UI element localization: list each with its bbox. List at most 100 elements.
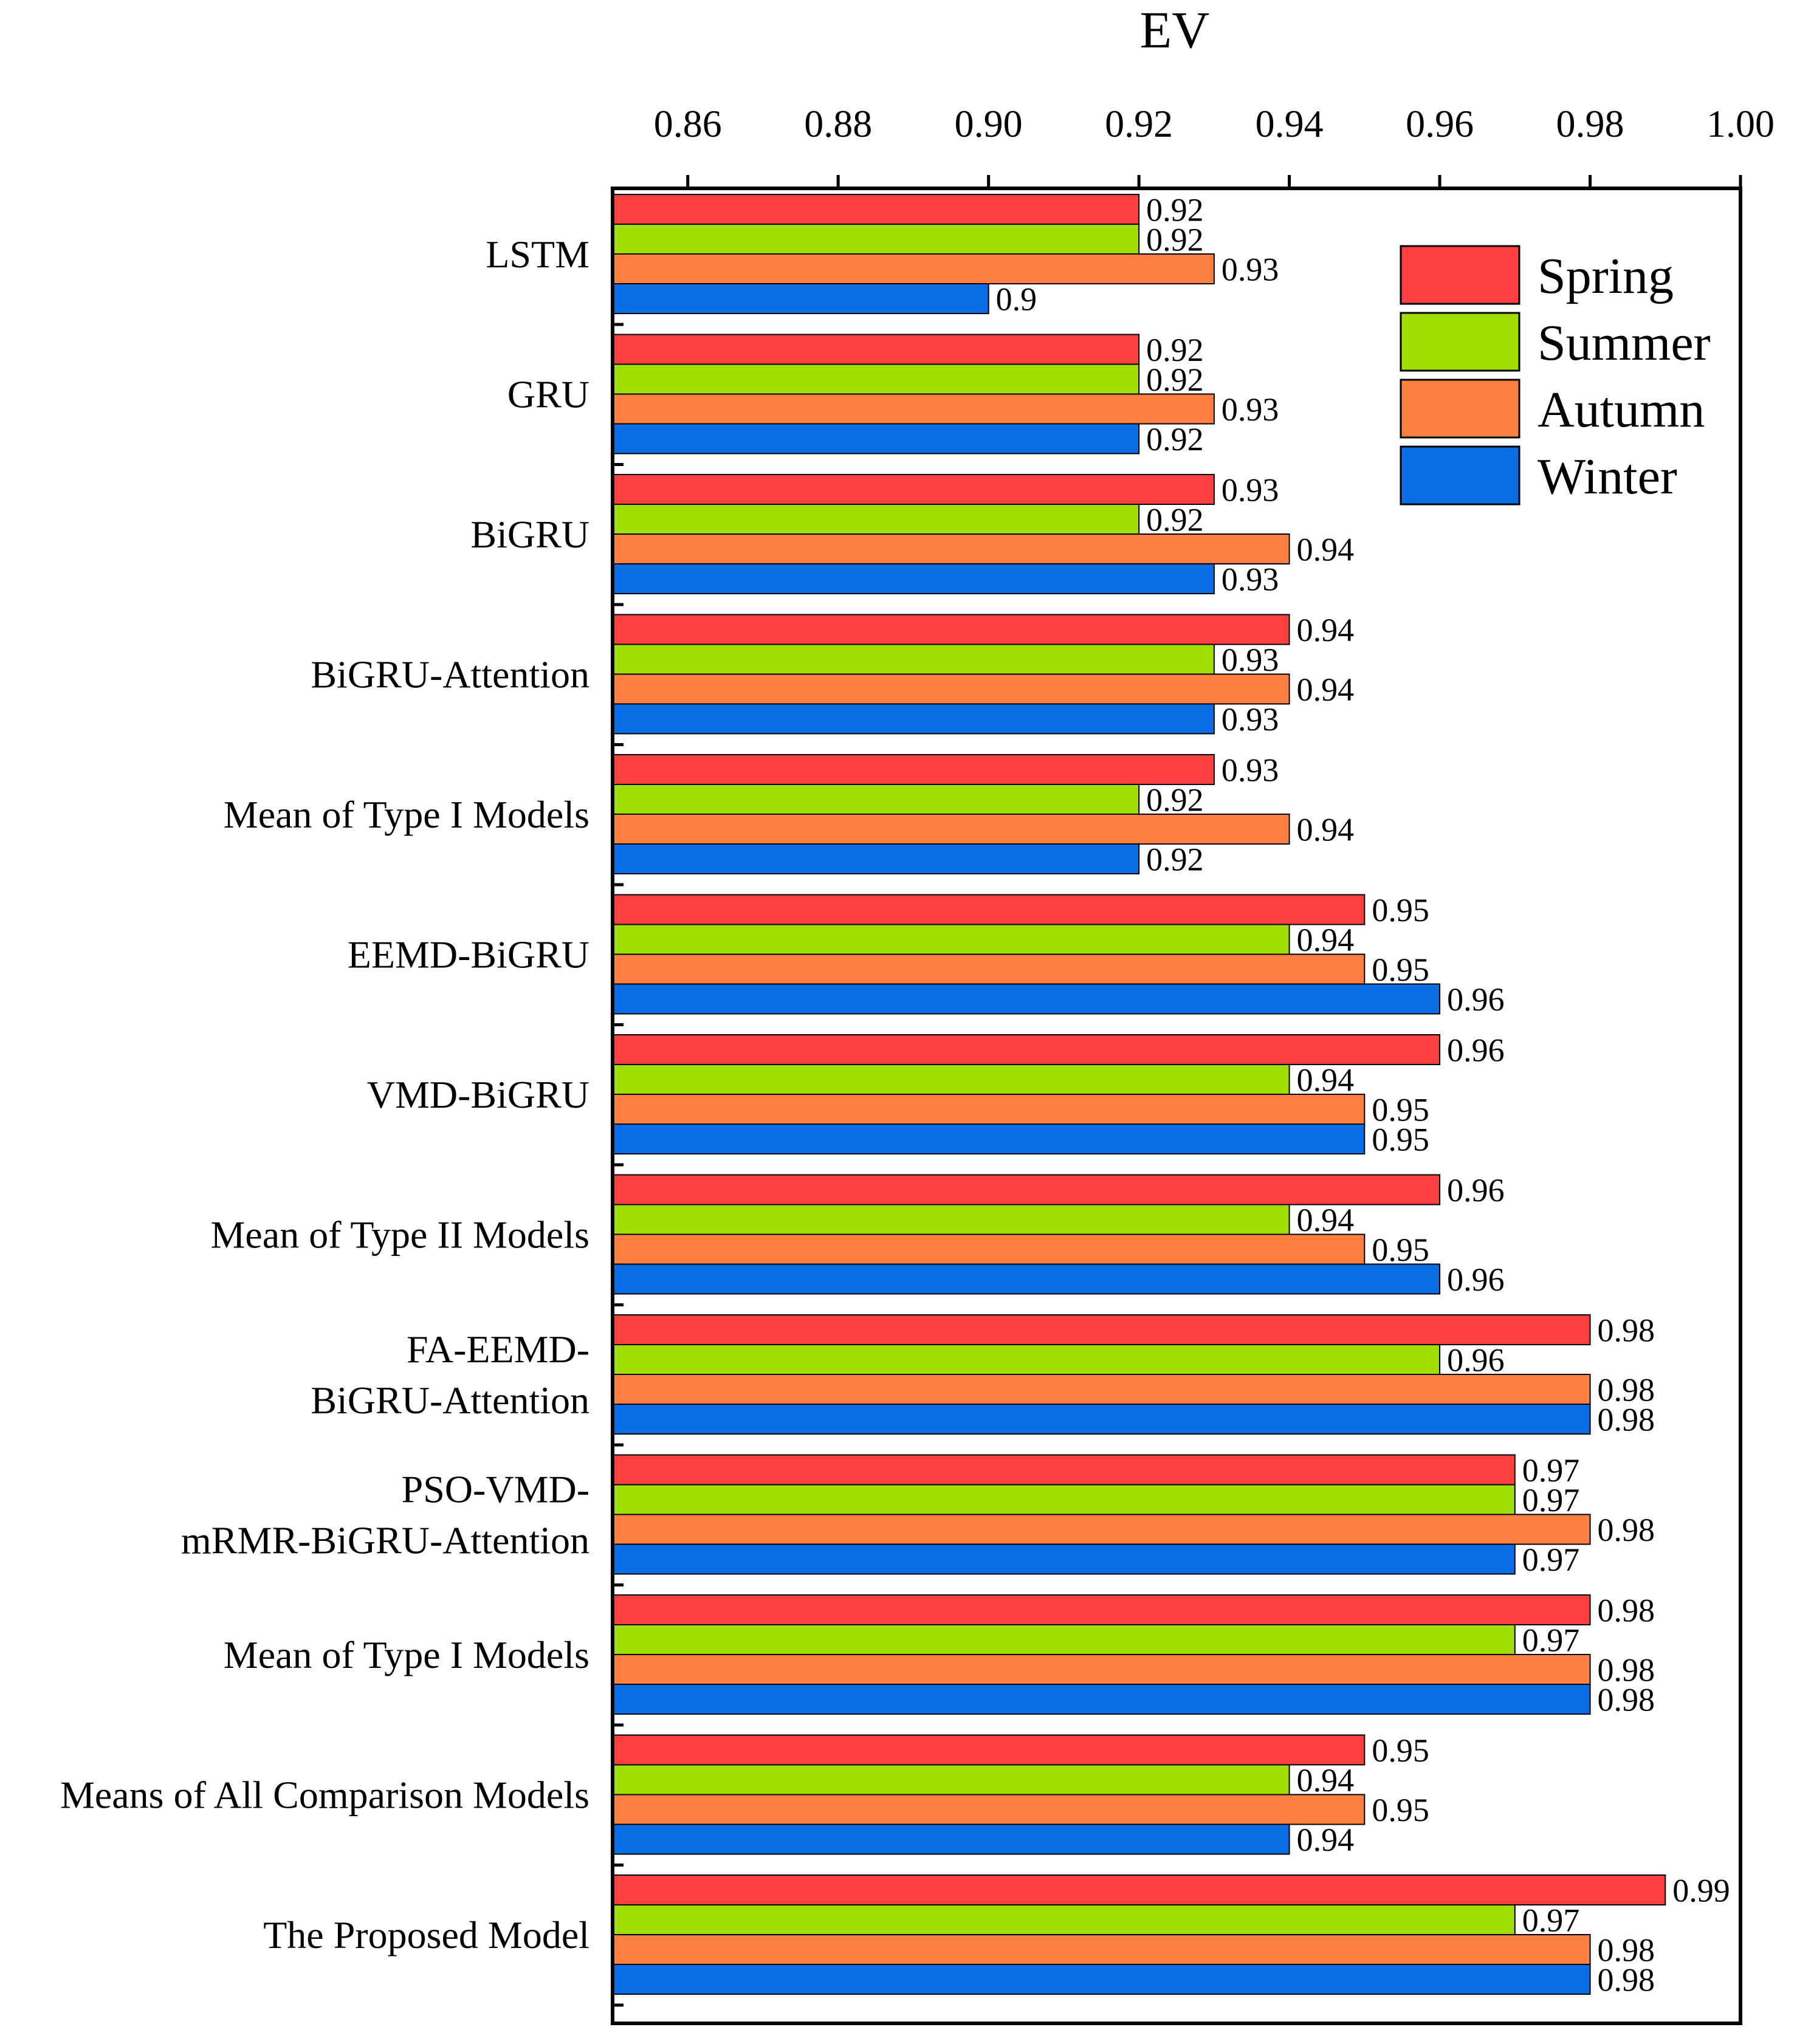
data-label: 0.92 xyxy=(1146,332,1204,368)
legend-label-spring: Spring xyxy=(1538,248,1674,304)
category-label-line: Mean of Type I Models xyxy=(224,793,589,836)
category-label: Mean of Type I Models xyxy=(224,1633,589,1676)
x-tick-label: 0.86 xyxy=(654,102,722,145)
bar-autumn xyxy=(612,1654,1591,1685)
data-label: 0.9 xyxy=(996,281,1037,318)
data-label: 0.98 xyxy=(1598,1372,1655,1408)
bar-autumn xyxy=(612,1374,1591,1405)
bar-spring xyxy=(612,1594,1591,1625)
bar-spring xyxy=(612,754,1215,785)
category-label-line: GRU xyxy=(507,373,589,416)
category-label: Mean of Type I Models xyxy=(224,793,589,836)
x-tick-label: 0.88 xyxy=(804,102,872,145)
data-label: 0.99 xyxy=(1672,1873,1730,1909)
x-tick-label: 0.96 xyxy=(1406,102,1474,145)
data-label: 0.92 xyxy=(1146,421,1204,458)
data-label: 0.93 xyxy=(1221,701,1279,738)
bar-spring xyxy=(612,1174,1441,1205)
bar-summer xyxy=(612,363,1140,395)
category-label-line: Mean of Type I Models xyxy=(224,1633,589,1676)
data-label: 0.92 xyxy=(1146,362,1204,398)
category-label: PSO-VMD-mRMR-BiGRU-Attention xyxy=(181,1468,589,1562)
data-label: 0.98 xyxy=(1598,1652,1655,1689)
bar-summer xyxy=(612,643,1215,675)
bar-summer xyxy=(612,504,1140,535)
x-tick-label: 1.00 xyxy=(1706,102,1775,145)
data-label: 0.97 xyxy=(1522,1452,1580,1489)
bar-autumn xyxy=(612,393,1215,425)
bar-autumn xyxy=(612,1934,1591,1965)
bar-summer xyxy=(612,784,1140,815)
data-label: 0.94 xyxy=(1297,612,1355,648)
bar-summer xyxy=(612,1904,1516,1935)
bar-winter xyxy=(612,843,1140,874)
bar-autumn xyxy=(612,1514,1591,1545)
bar-winter xyxy=(612,283,989,314)
data-label: 0.94 xyxy=(1297,671,1355,708)
category-label-line: FA-EEMD- xyxy=(407,1328,589,1371)
data-label: 0.97 xyxy=(1522,1902,1580,1939)
data-label: 0.95 xyxy=(1372,1092,1429,1128)
bar-summer xyxy=(612,924,1290,955)
category-label-line: mRMR-BiGRU-Attention xyxy=(181,1519,589,1562)
x-tick-label: 0.92 xyxy=(1105,102,1173,145)
bar-summer xyxy=(612,1624,1516,1655)
data-label: 0.94 xyxy=(1297,1062,1355,1099)
category-label: EEMD-BiGRU xyxy=(348,933,589,976)
data-label: 0.92 xyxy=(1146,502,1204,538)
data-label: 0.96 xyxy=(1447,981,1505,1018)
bar-summer xyxy=(612,1344,1441,1375)
data-label: 0.92 xyxy=(1146,842,1204,878)
data-label: 0.95 xyxy=(1372,1792,1429,1828)
data-label: 0.98 xyxy=(1598,1932,1655,1969)
data-label: 0.93 xyxy=(1221,752,1279,789)
bar-winter xyxy=(612,1543,1516,1575)
data-label: 0.94 xyxy=(1297,812,1355,848)
category-label: The Proposed Model xyxy=(263,1913,589,1957)
data-label: 0.95 xyxy=(1372,892,1429,928)
data-label: 0.96 xyxy=(1447,1172,1505,1209)
category-labels: LSTM GRU BiGRU BiGRU-Attention Mean of Type … xyxy=(60,233,589,1957)
legend-label-winter: Winter xyxy=(1538,448,1677,505)
category-label-line: The Proposed Model xyxy=(263,1913,589,1957)
data-label: 0.93 xyxy=(1221,391,1279,428)
bar-autumn xyxy=(612,1094,1366,1125)
bar-spring xyxy=(612,1454,1516,1486)
category-label-line: EEMD-BiGRU xyxy=(348,933,589,976)
data-label: 0.98 xyxy=(1598,1962,1655,1998)
bar-autumn xyxy=(612,253,1215,284)
plot-frame xyxy=(611,187,1742,2025)
category-label-line: BiGRU-Attention xyxy=(311,1379,589,1422)
data-label: 0.93 xyxy=(1221,561,1279,598)
bar-winter xyxy=(612,1404,1591,1435)
bar-autumn xyxy=(612,673,1290,705)
bar-summer xyxy=(612,1204,1290,1235)
category-label: GRU xyxy=(507,373,589,416)
data-label: 0.94 xyxy=(1297,532,1355,568)
category-label-line: BiGRU-Attention xyxy=(311,653,589,696)
category-label: BiGRU xyxy=(470,513,589,556)
legend-swatch-autumn xyxy=(1400,379,1520,439)
bar-autumn xyxy=(612,953,1366,985)
bar-autumn xyxy=(612,814,1290,845)
bar-summer xyxy=(612,1484,1516,1515)
data-label: 0.93 xyxy=(1221,472,1279,509)
bar-summer xyxy=(612,1064,1290,1095)
x-tick-label: 0.94 xyxy=(1256,102,1324,145)
data-label: 0.93 xyxy=(1221,642,1279,678)
category-label: FA-EEMD- BiGRU-Attention xyxy=(311,1328,589,1422)
data-label: 0.94 xyxy=(1297,1822,1355,1858)
data-label: 0.94 xyxy=(1297,1762,1355,1799)
category-label: Means of All Comparison Models xyxy=(60,1774,589,1817)
bar-spring xyxy=(612,1034,1441,1065)
category-label-line: BiGRU xyxy=(470,513,589,556)
data-label: 0.98 xyxy=(1598,1402,1655,1438)
bar-spring xyxy=(612,474,1215,505)
bar-spring xyxy=(612,1874,1666,1905)
bar-spring xyxy=(612,1314,1591,1345)
bar-autumn xyxy=(612,1794,1366,1825)
data-label: 0.97 xyxy=(1522,1482,1580,1518)
bar-winter xyxy=(612,983,1441,1015)
